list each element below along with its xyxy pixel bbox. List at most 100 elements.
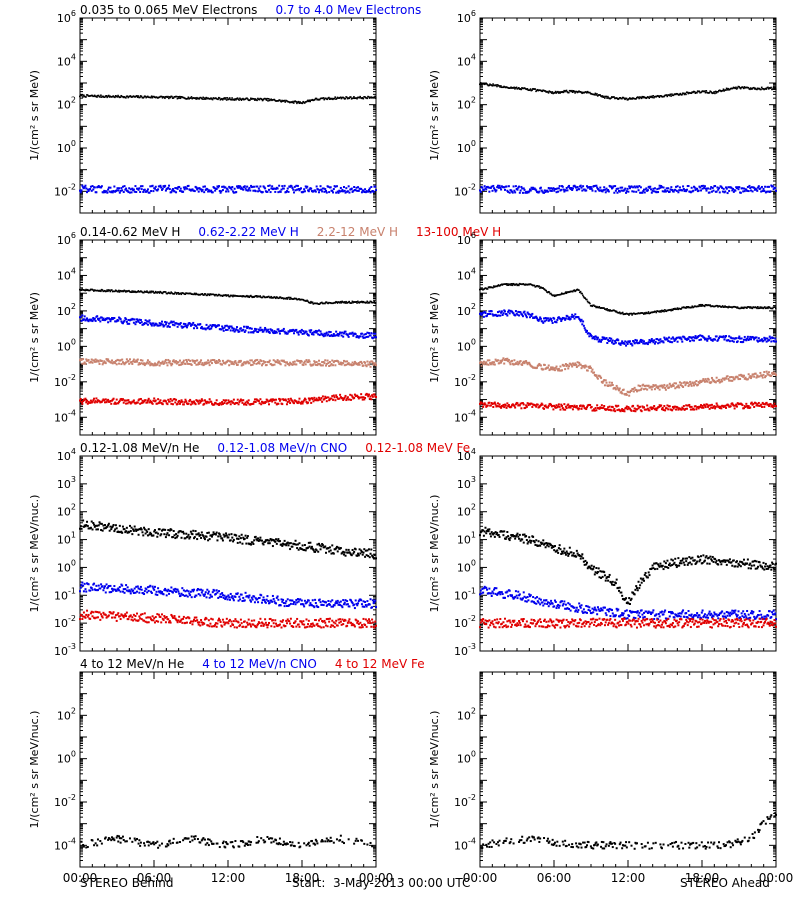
series-black <box>79 288 377 305</box>
data-point <box>169 400 171 402</box>
data-point <box>370 332 372 334</box>
data-point <box>352 97 354 99</box>
data-point <box>81 185 83 187</box>
data-point <box>768 186 770 188</box>
data-point <box>612 340 614 342</box>
data-point <box>165 359 167 361</box>
data-point <box>322 364 324 366</box>
data-point <box>189 360 191 362</box>
data-point <box>670 94 672 96</box>
data-point <box>713 91 715 93</box>
data-point <box>509 312 511 314</box>
data-point <box>183 360 185 362</box>
data-point <box>621 187 623 189</box>
data-point <box>335 331 337 333</box>
data-point <box>509 363 511 365</box>
data-point <box>100 94 102 96</box>
data-point <box>774 187 776 189</box>
data-point <box>542 368 544 370</box>
y-tick-label: 106 <box>57 9 76 25</box>
data-point <box>580 185 582 187</box>
data-point <box>767 87 769 89</box>
data-point <box>667 187 669 189</box>
data-point <box>559 185 561 187</box>
data-point <box>141 188 143 190</box>
data-point <box>259 363 261 365</box>
data-point <box>677 191 679 193</box>
data-point <box>628 395 630 397</box>
data-point <box>195 403 197 405</box>
data-point <box>238 403 240 405</box>
data-point <box>268 98 270 100</box>
data-point <box>308 190 310 192</box>
data-point <box>271 185 273 187</box>
data-point <box>484 363 486 365</box>
data-point <box>648 385 650 387</box>
data-point <box>174 293 176 295</box>
data-point <box>716 335 718 337</box>
data-point <box>516 189 518 191</box>
data-point <box>134 323 136 325</box>
data-point <box>508 185 510 187</box>
data-point <box>626 394 628 396</box>
data-point <box>149 192 151 194</box>
data-point <box>663 341 665 343</box>
data-point <box>268 403 270 405</box>
data-point <box>604 97 606 99</box>
data-point <box>611 382 613 384</box>
data-point <box>134 185 136 187</box>
data-point <box>568 185 570 187</box>
data-point <box>269 332 271 334</box>
data-point <box>502 312 504 314</box>
data-point <box>571 365 573 367</box>
data-point <box>663 311 665 313</box>
data-point <box>570 318 572 320</box>
data-point <box>341 302 343 304</box>
data-point <box>81 94 83 96</box>
data-point <box>738 188 740 190</box>
data-point <box>171 96 173 98</box>
data-point <box>353 186 355 188</box>
data-point <box>481 187 483 189</box>
y-tick-label: 104 <box>457 52 476 68</box>
legend-item: 0.7 to 4.0 Mev Electrons <box>275 3 421 17</box>
data-point <box>152 403 154 405</box>
data-point <box>318 397 320 399</box>
data-point <box>343 186 345 188</box>
data-point <box>219 97 221 99</box>
data-point <box>101 360 103 362</box>
data-point <box>157 398 159 400</box>
data-point <box>581 293 583 295</box>
data-point <box>342 362 344 364</box>
data-point <box>223 327 225 329</box>
data-point <box>502 314 504 316</box>
data-point <box>368 394 370 396</box>
data-point <box>375 302 377 304</box>
data-point <box>136 95 138 97</box>
data-point <box>170 191 172 193</box>
data-point <box>756 190 758 192</box>
data-point <box>522 192 524 194</box>
legend-item: 2.2-12 MeV H <box>317 225 398 239</box>
data-point <box>638 98 640 100</box>
data-point <box>508 359 510 361</box>
data-point <box>326 192 328 194</box>
data-point <box>206 324 208 326</box>
data-point <box>536 317 538 319</box>
data-point <box>748 185 750 187</box>
data-point <box>334 96 336 98</box>
data-point <box>353 96 355 98</box>
data-point <box>599 187 601 189</box>
data-point <box>310 402 312 404</box>
data-point <box>188 403 190 405</box>
data-point <box>520 190 522 192</box>
series-blue <box>479 309 777 346</box>
data-point <box>116 363 118 365</box>
data-point <box>120 363 122 365</box>
data-point <box>312 301 314 303</box>
data-point <box>351 302 353 304</box>
data-point <box>316 361 318 363</box>
data-point <box>300 187 302 189</box>
data-point <box>504 189 506 191</box>
data-point <box>373 191 375 193</box>
